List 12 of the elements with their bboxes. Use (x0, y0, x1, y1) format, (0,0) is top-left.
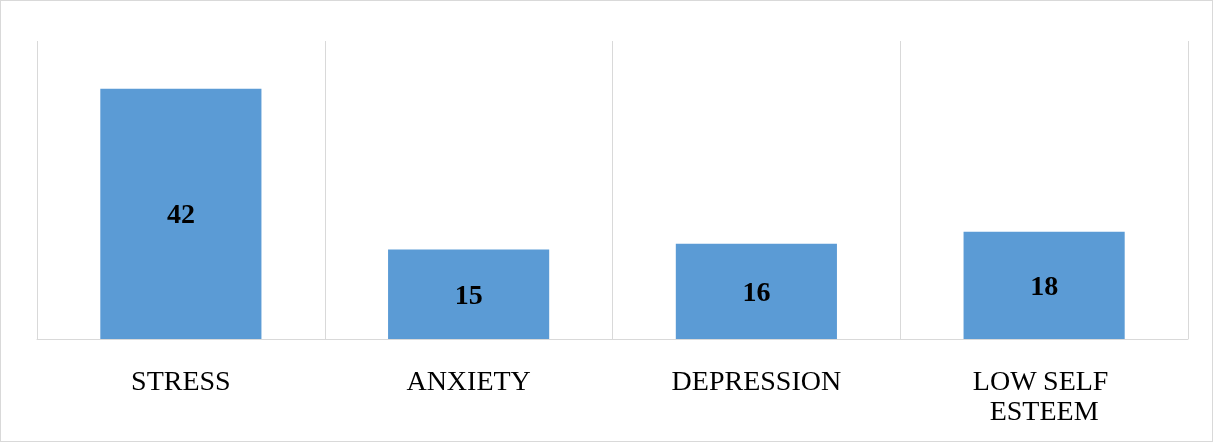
x-tick-label: LOW SELF ESTEEM (972, 364, 1116, 426)
x-tick-label: DEPRESSION (671, 364, 842, 396)
bar (388, 249, 550, 339)
x-tick-label: ANXIETY (406, 364, 531, 396)
data-label: 42 (166, 198, 195, 230)
data-label: 18 (1030, 269, 1059, 301)
bar (100, 88, 262, 339)
data-label: 16 (742, 275, 771, 307)
bar (963, 231, 1125, 339)
x-tick-label: STRESS (131, 364, 231, 396)
bar (675, 243, 837, 339)
data-label: 15 (454, 278, 483, 310)
